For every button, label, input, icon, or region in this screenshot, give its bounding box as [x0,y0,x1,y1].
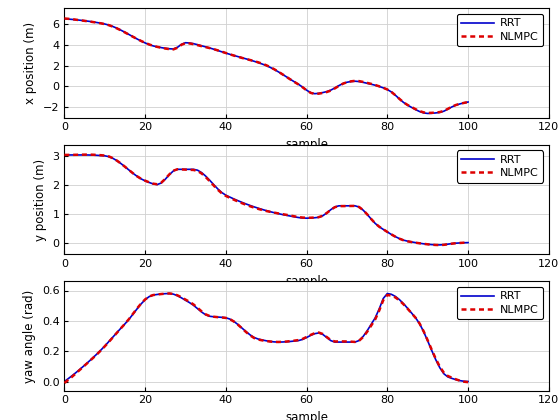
Legend: RRT, NLMPC: RRT, NLMPC [457,287,543,319]
Y-axis label: y position (m): y position (m) [34,158,47,241]
RRT [465,379,472,384]
RRT [61,379,68,384]
RRT [424,111,431,116]
Line: NLMPC: NLMPC [64,18,468,113]
RRT [436,242,443,247]
NLMPC [251,336,258,341]
RRT [89,19,96,24]
NLMPC [247,58,254,63]
RRT [465,100,472,105]
X-axis label: sample: sample [285,138,328,151]
NLMPC [162,46,169,51]
NLMPC [61,381,68,386]
NLMPC [348,203,354,208]
RRT [344,80,351,85]
NLMPC [251,205,258,210]
NLMPC [303,88,310,93]
NLMPC [436,242,443,247]
RRT [344,203,351,208]
NLMPC [424,110,431,116]
NLMPC [89,19,96,24]
RRT [247,58,254,63]
NLMPC [368,323,375,328]
RRT [348,339,354,344]
RRT [162,177,169,182]
NLMPC [368,216,375,221]
Legend: RRT, NLMPC: RRT, NLMPC [457,14,543,46]
RRT [364,212,371,217]
NLMPC [307,215,314,220]
RRT [61,16,68,21]
NLMPC [465,100,472,105]
Line: NLMPC: NLMPC [64,294,468,383]
Line: RRT: RRT [64,19,468,113]
RRT [251,335,258,340]
NLMPC [465,380,472,385]
Y-axis label: yaw angle (rad): yaw angle (rad) [23,289,36,383]
NLMPC [348,339,354,344]
NLMPC [307,332,314,337]
NLMPC [85,152,92,157]
RRT [162,46,169,51]
RRT [303,215,310,220]
NLMPC [94,152,100,158]
RRT [247,203,254,208]
RRT [368,322,375,327]
Legend: RRT, NLMPC: RRT, NLMPC [457,150,543,183]
Y-axis label: x position (m): x position (m) [25,22,38,104]
RRT [162,291,169,296]
RRT [166,291,172,296]
NLMPC [162,291,169,296]
NLMPC [344,80,351,85]
NLMPC [166,172,172,177]
RRT [89,355,96,360]
NLMPC [61,152,68,158]
RRT [303,88,310,93]
NLMPC [89,356,96,361]
NLMPC [364,80,371,85]
NLMPC [166,291,172,296]
Line: NLMPC: NLMPC [64,155,468,245]
RRT [61,152,68,158]
Line: RRT: RRT [64,294,468,381]
X-axis label: sample: sample [285,275,328,288]
RRT [89,152,96,158]
RRT [465,240,472,245]
NLMPC [465,240,472,245]
X-axis label: sample: sample [285,411,328,420]
Line: RRT: RRT [64,155,468,245]
RRT [364,81,371,86]
RRT [307,333,314,338]
NLMPC [61,16,68,21]
